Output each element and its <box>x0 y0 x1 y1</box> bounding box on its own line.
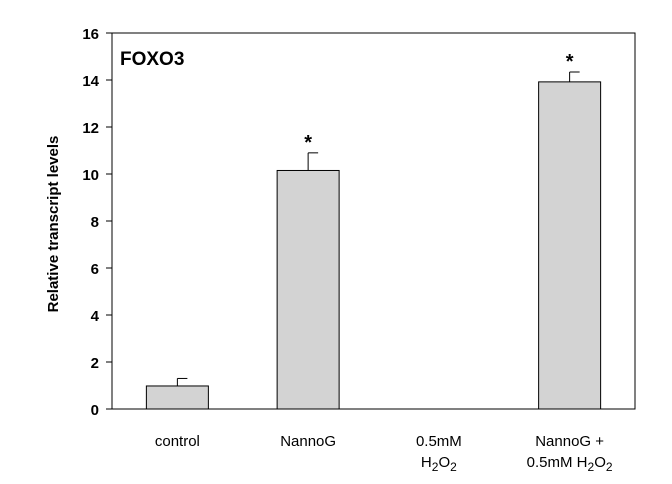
y-tick-label: 0 <box>91 402 99 419</box>
y-tick-label: 16 <box>82 26 99 43</box>
y-tick-label: 14 <box>82 73 99 90</box>
x-tick-label: 0.5mM <box>416 433 462 450</box>
bar <box>276 169 340 410</box>
bar <box>145 385 209 410</box>
y-tick-label: 8 <box>91 214 99 231</box>
significance-marker: * <box>304 132 312 154</box>
y-tick-label: 4 <box>91 308 100 325</box>
significance-marker: * <box>566 51 574 73</box>
x-tick-label: 0.5mM H2O2 <box>527 454 613 474</box>
chart-title: FOXO3 <box>120 49 184 70</box>
y-tick-label: 2 <box>91 355 99 372</box>
y-axis-label: Relative transcript levels <box>45 136 62 313</box>
x-tick-label: control <box>155 433 200 450</box>
x-tick-label: H2O2 <box>421 454 457 474</box>
bar <box>538 81 602 410</box>
x-tick-label: NannoG <box>280 433 336 450</box>
y-tick-label: 12 <box>82 120 99 137</box>
bars-group: ** <box>145 51 602 410</box>
y-tick-label: 6 <box>91 261 99 278</box>
y-axis-ticks: 0 2 4 6 8 10 12 14 16 <box>82 26 112 419</box>
x-axis-tick-labels: control NannoG 0.5mM H2O2 NannoG + 0.5mM H2O2 <box>155 433 613 474</box>
x-tick-label: NannoG + <box>535 433 604 450</box>
y-tick-label: 10 <box>82 167 99 184</box>
